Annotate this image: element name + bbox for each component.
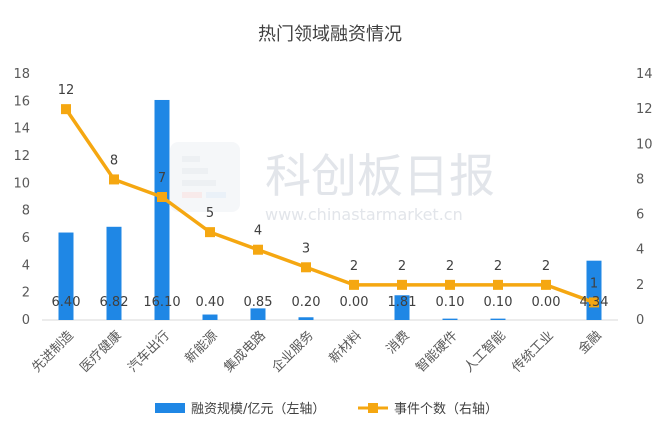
- y-left-tick-label: 6: [22, 231, 30, 246]
- bar: [202, 314, 218, 320]
- y-right-tick-label: 0: [636, 313, 644, 328]
- x-category-label: 医疗健康: [77, 328, 125, 376]
- bar: [154, 99, 170, 320]
- bar-data-label: 6.40: [52, 295, 81, 310]
- y-left-tick-label: 8: [22, 204, 30, 219]
- y-right-tick-label: 8: [636, 172, 644, 187]
- x-category-label: 企业服务: [269, 328, 317, 376]
- x-category-label: 传统工业: [509, 328, 556, 375]
- bar-data-label: 0.10: [436, 295, 465, 310]
- bar-data-label: 0.85: [244, 295, 273, 310]
- line-point: [445, 279, 455, 290]
- bar: [490, 318, 506, 320]
- y-left-tick-label: 10: [13, 176, 30, 191]
- bar-data-label: 1.81: [388, 295, 417, 310]
- x-category-label: 新能源: [182, 328, 221, 367]
- watermark-logo-icon: [170, 142, 240, 212]
- bar-data-label: 0.40: [196, 295, 225, 310]
- bar: [250, 308, 266, 320]
- x-category-label: 人工智能: [461, 328, 508, 375]
- bar-data-label: 6.82: [100, 295, 129, 310]
- legend-line-marker: [368, 403, 378, 413]
- line-data-label: 2: [542, 259, 550, 274]
- line-data-label: 2: [350, 259, 358, 274]
- bar: [394, 295, 410, 320]
- line-point: [493, 279, 503, 290]
- legend-bar-label: 融资规模/亿元（左轴）: [191, 402, 325, 417]
- x-category-label: 智能硬件: [413, 328, 460, 375]
- bar-data-label: 4.34: [580, 295, 609, 310]
- line-data-label: 5: [206, 206, 214, 221]
- chart-title: 热门领域融资情况: [258, 24, 402, 45]
- y-left-tick-label: 2: [22, 286, 30, 301]
- series-line: [64, 108, 595, 305]
- watermark-url: www.chinastarmarket.cn: [265, 205, 463, 224]
- y-left-tick-label: 14: [13, 122, 30, 137]
- x-category-label: 汽车出行: [125, 328, 173, 376]
- line-point: [397, 279, 407, 290]
- bar-data-label: 0.00: [340, 295, 369, 310]
- line-point: [301, 262, 311, 273]
- y-left-tick-label: 18: [13, 67, 30, 82]
- bar: [58, 232, 74, 320]
- line-data-label: 7: [158, 171, 166, 186]
- bar-data-label: 0.10: [484, 295, 513, 310]
- line-point: [253, 244, 263, 255]
- x-category-label: 新材料: [326, 328, 365, 367]
- line-data-label: 12: [58, 83, 75, 98]
- y-right-tick-label: 12: [636, 102, 653, 117]
- line-data-label: 8: [110, 153, 118, 168]
- y-left-tick-label: 12: [13, 149, 30, 164]
- y-left-tick-label: 0: [22, 313, 30, 328]
- legend-bar-swatch: [155, 403, 185, 413]
- line-data-label: 2: [446, 259, 454, 274]
- y-right-tick-label: 4: [636, 243, 644, 258]
- line-point: [61, 104, 71, 115]
- line-point: [109, 174, 119, 185]
- y-right-tick-label: 10: [636, 137, 653, 152]
- line-point: [589, 297, 599, 308]
- x-category-label: 消费: [384, 328, 413, 357]
- y-left-tick-label: 16: [13, 94, 30, 109]
- bar-data-label: 16.10: [143, 295, 180, 310]
- legend: 融资规模/亿元（左轴） 事件个数（右轴）: [155, 402, 498, 417]
- watermark-name: 科创板日报: [265, 149, 495, 203]
- line-data-label: 1: [590, 276, 598, 291]
- bar-data-label: 0.00: [532, 295, 561, 310]
- bar: [298, 317, 314, 320]
- legend-line-label: 事件个数（右轴）: [394, 402, 498, 417]
- y-left-tick-label: 4: [22, 258, 30, 273]
- y-right-tick-label: 2: [636, 278, 644, 293]
- bar: [442, 318, 458, 320]
- y-right-tick-label: 6: [636, 208, 644, 223]
- line-point: [541, 279, 551, 290]
- line-data-label: 4: [254, 224, 262, 239]
- x-category-label: 金融: [575, 328, 605, 358]
- line-data-label: 2: [398, 259, 406, 274]
- x-category-label: 集成电路: [221, 328, 269, 376]
- x-category-label: 先进制造: [29, 328, 76, 375]
- y-right-tick-label: 14: [636, 67, 653, 82]
- line-point: [205, 227, 215, 238]
- line-data-label: 2: [494, 259, 502, 274]
- bar-data-label: 0.20: [292, 295, 321, 310]
- line-point: [157, 192, 167, 202]
- bar: [106, 226, 122, 320]
- line-point: [349, 279, 359, 290]
- line-data-label: 3: [302, 241, 310, 256]
